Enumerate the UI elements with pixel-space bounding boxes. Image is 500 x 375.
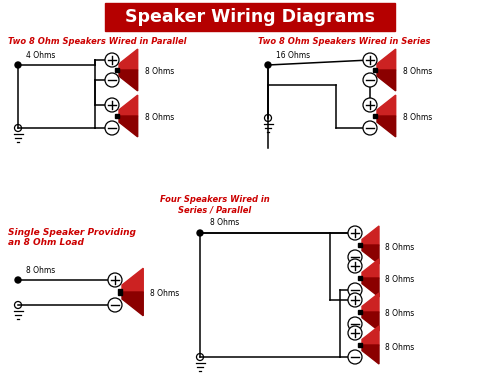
Circle shape: [105, 98, 119, 112]
Polygon shape: [377, 116, 396, 137]
Circle shape: [105, 121, 119, 135]
Circle shape: [197, 230, 203, 236]
Circle shape: [348, 317, 362, 331]
Polygon shape: [362, 345, 379, 364]
Polygon shape: [119, 49, 138, 70]
Text: 8 Ohms: 8 Ohms: [210, 218, 240, 227]
Text: Four Speakers Wired in
Series / Parallel: Four Speakers Wired in Series / Parallel: [160, 195, 270, 214]
FancyBboxPatch shape: [373, 114, 377, 118]
Circle shape: [348, 326, 362, 340]
Circle shape: [348, 293, 362, 307]
Text: 8 Ohms: 8 Ohms: [26, 266, 55, 275]
Circle shape: [15, 62, 21, 68]
Circle shape: [363, 121, 377, 135]
Circle shape: [348, 259, 362, 273]
Text: 8 Ohms: 8 Ohms: [385, 276, 414, 285]
FancyBboxPatch shape: [373, 68, 377, 72]
FancyBboxPatch shape: [118, 289, 122, 295]
Text: 8 Ohms: 8 Ohms: [145, 68, 174, 76]
Circle shape: [363, 98, 377, 112]
Circle shape: [363, 73, 377, 87]
Circle shape: [265, 62, 271, 68]
Polygon shape: [119, 95, 138, 116]
Text: 8 Ohms: 8 Ohms: [403, 68, 432, 76]
Circle shape: [348, 250, 362, 264]
FancyBboxPatch shape: [358, 243, 362, 247]
Polygon shape: [119, 116, 138, 137]
Polygon shape: [362, 226, 379, 245]
Text: 8 Ohms: 8 Ohms: [403, 114, 432, 123]
Text: 8 Ohms: 8 Ohms: [150, 290, 179, 298]
FancyBboxPatch shape: [358, 343, 362, 347]
Circle shape: [105, 53, 119, 67]
Circle shape: [363, 53, 377, 67]
Text: Single Speaker Providing
an 8 Ohm Load: Single Speaker Providing an 8 Ohm Load: [8, 228, 136, 248]
Polygon shape: [122, 292, 144, 316]
Polygon shape: [362, 245, 379, 264]
FancyBboxPatch shape: [105, 3, 395, 31]
Text: 8 Ohms: 8 Ohms: [385, 309, 414, 318]
FancyBboxPatch shape: [358, 310, 362, 314]
Circle shape: [348, 226, 362, 240]
Circle shape: [105, 73, 119, 87]
Text: 4 Ohms: 4 Ohms: [26, 51, 56, 60]
Text: Speaker Wiring Diagrams: Speaker Wiring Diagrams: [125, 8, 375, 26]
Polygon shape: [122, 268, 144, 292]
Text: 8 Ohms: 8 Ohms: [385, 243, 414, 252]
FancyBboxPatch shape: [358, 276, 362, 280]
Circle shape: [108, 273, 122, 287]
Polygon shape: [362, 293, 379, 312]
Circle shape: [348, 350, 362, 364]
Polygon shape: [362, 312, 379, 331]
Circle shape: [108, 298, 122, 312]
Text: Two 8 Ohm Speakers Wired in Parallel: Two 8 Ohm Speakers Wired in Parallel: [8, 37, 186, 46]
Polygon shape: [377, 95, 396, 116]
Circle shape: [15, 277, 21, 283]
Polygon shape: [362, 259, 379, 278]
Text: 8 Ohms: 8 Ohms: [145, 114, 174, 123]
Polygon shape: [119, 70, 138, 91]
Text: Two 8 Ohm Speakers Wired in Series: Two 8 Ohm Speakers Wired in Series: [258, 37, 430, 46]
FancyBboxPatch shape: [115, 114, 119, 118]
Text: 16 Ohms: 16 Ohms: [276, 51, 310, 60]
Polygon shape: [377, 49, 396, 70]
Circle shape: [348, 283, 362, 297]
Polygon shape: [362, 326, 379, 345]
FancyBboxPatch shape: [115, 68, 119, 72]
Polygon shape: [377, 70, 396, 91]
Polygon shape: [362, 278, 379, 297]
Text: 8 Ohms: 8 Ohms: [385, 342, 414, 351]
